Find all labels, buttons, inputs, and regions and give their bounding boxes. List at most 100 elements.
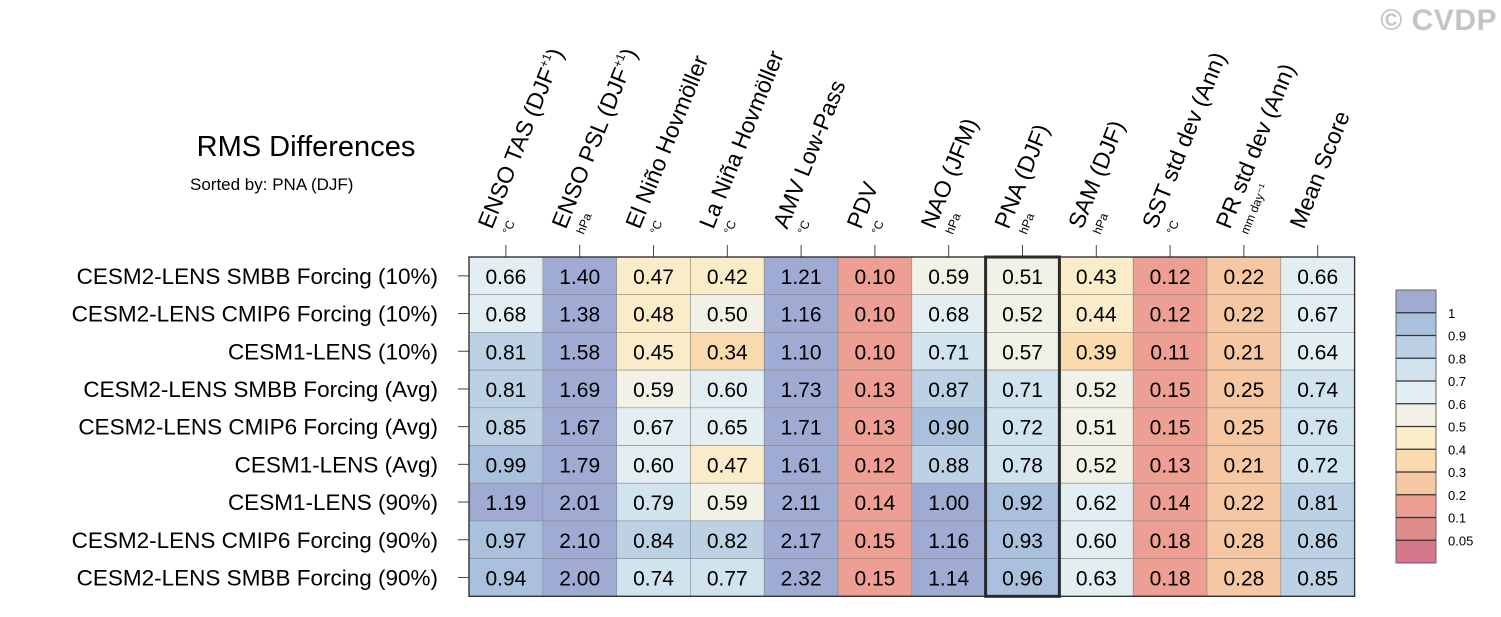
column-header-name: El Niño Hovmöller: [620, 51, 713, 232]
column-header-label: AMV Low-Pass: [768, 76, 851, 232]
cell-value-label: 0.21: [1223, 454, 1264, 477]
row-label: CESM2-LENS CMIP6 Forcing (90%): [72, 528, 438, 553]
heatmap-cell: [1280, 558, 1355, 597]
heatmap-cell: [542, 369, 617, 409]
heatmap-cell: [1206, 558, 1282, 597]
cell-value-label: 0.28: [1223, 530, 1264, 553]
cell-value-label: 0.44: [1076, 304, 1117, 327]
colorbar-swatch: [1395, 289, 1437, 314]
colorbar-swatch: [1395, 335, 1437, 359]
colorbar-tick-label: 0.3: [1448, 465, 1466, 480]
heatmap-cell: [837, 332, 913, 371]
cell-value-label: 0.94: [485, 567, 526, 590]
cell-value-label: 0.81: [485, 379, 526, 402]
cell-value-label: 0.74: [633, 567, 674, 590]
cell-value-label: 0.62: [1076, 492, 1117, 515]
heatmap-cell: [837, 256, 913, 296]
heatmap-cell: [985, 445, 1060, 484]
cell-value-label: 0.99: [485, 454, 526, 477]
colorbar-tick-label: 0.2: [1448, 488, 1466, 503]
cell-value-label: 1.73: [781, 379, 822, 402]
heatmap-cell: [1059, 445, 1134, 484]
heatmap-cell: [837, 558, 913, 597]
cell-value-label: 0.60: [633, 454, 674, 477]
column-header-name: ENSO PSL (DJF: [546, 64, 634, 232]
colorbar-swatch: [1395, 357, 1437, 382]
heatmap-cell: [911, 332, 986, 371]
cell-value-label: 0.79: [633, 492, 674, 515]
cell-value-label: 0.97: [485, 530, 526, 553]
cell-value-label: 0.10: [854, 266, 895, 289]
heatmap-cell: [985, 407, 1060, 446]
colorbar-tick-label: 0.6: [1448, 397, 1466, 412]
heatmap-cells: [468, 255, 1356, 598]
colorbar-tick-label: 0.9: [1448, 329, 1466, 344]
heatmap-cell: [542, 332, 617, 371]
column-header-name: Mean Score: [1284, 107, 1355, 232]
heatmap-cell: [542, 558, 617, 597]
colorbar-swatch: [1395, 380, 1437, 405]
heatmap-cell: [616, 520, 691, 559]
column-unit-label: °C: [500, 218, 518, 236]
cell-value-label: 0.52: [1076, 454, 1117, 477]
colorbar-swatch: [1395, 403, 1437, 427]
cell-value-label: 0.84: [633, 530, 674, 553]
heatmap-cell: [1280, 256, 1355, 296]
colorbar-tick-label: 0.4: [1448, 442, 1466, 457]
cell-value-label: 0.68: [485, 304, 526, 327]
cell-value-label: 0.88: [928, 454, 969, 477]
cell-value-label: 1.14: [928, 567, 969, 590]
heatmap-cell: [542, 482, 617, 522]
heatmap-cell: [468, 558, 544, 597]
heatmap-cell: [1206, 482, 1282, 522]
cell-value-label: 0.85: [1297, 567, 1338, 590]
cell-value-label: 0.18: [1150, 530, 1191, 553]
heatmap-cell: [911, 256, 986, 296]
heatmap-cell: [763, 369, 839, 409]
cell-value-label: 0.74: [1297, 379, 1338, 402]
heatmap-cell: [1059, 369, 1134, 409]
row-label: CESM2-LENS SMBB Forcing (Avg): [83, 377, 438, 402]
heatmap-cell: [837, 520, 913, 559]
heatmap-cell: [690, 369, 765, 409]
cell-value-label: 2.10: [559, 530, 600, 553]
cell-value-label: 0.22: [1223, 266, 1264, 289]
cell-value-label: 0.65: [707, 417, 748, 440]
heatmap-cell: [468, 407, 544, 446]
heatmap-cell: [468, 520, 544, 559]
heatmap-cell: [1059, 520, 1134, 559]
heatmap-cell: [985, 294, 1060, 333]
heatmap-cell: [1132, 407, 1208, 446]
cell-value-label: 0.13: [854, 379, 895, 402]
colorbar-tick-label: 0.8: [1448, 351, 1466, 366]
heatmap-cell: [1206, 445, 1282, 484]
column-unit-label: °C: [721, 218, 739, 236]
heatmap-cell: [1280, 445, 1355, 484]
column-header-superscript: +1: [536, 51, 554, 69]
heatmap-cell: [911, 407, 986, 446]
cell-value-label: 0.72: [1297, 454, 1338, 477]
heatmap-cell: [763, 407, 839, 446]
cell-value-label: 0.90: [928, 417, 969, 440]
cell-value-label: 0.71: [928, 341, 969, 364]
heatmap-cell: [1132, 558, 1208, 597]
cell-value-label: 0.28: [1223, 567, 1264, 590]
colorbar-tick-label: 1: [1448, 306, 1455, 321]
cell-value-label: 0.25: [1223, 417, 1264, 440]
cell-value-label: 0.51: [1002, 266, 1043, 289]
cell-value-label: 0.67: [633, 417, 674, 440]
colorbar-swatch: [1395, 312, 1437, 336]
colorbar-swatch: [1395, 448, 1437, 473]
cell-value-label: 0.22: [1223, 304, 1264, 327]
cell-value-label: 0.50: [707, 304, 748, 327]
row-label: CESM1-LENS (Avg): [235, 452, 438, 477]
cell-value-label: 0.96: [1002, 567, 1043, 590]
cell-value-label: 0.72: [1002, 417, 1043, 440]
cell-value-label: 0.92: [1002, 492, 1043, 515]
heatmap-cell: [985, 482, 1060, 522]
cell-value-label: 0.59: [928, 266, 969, 289]
cell-value-label: 0.15: [854, 567, 895, 590]
cell-value-label: 0.25: [1223, 379, 1264, 402]
column-header-name: AMV Low-Pass: [768, 76, 851, 232]
